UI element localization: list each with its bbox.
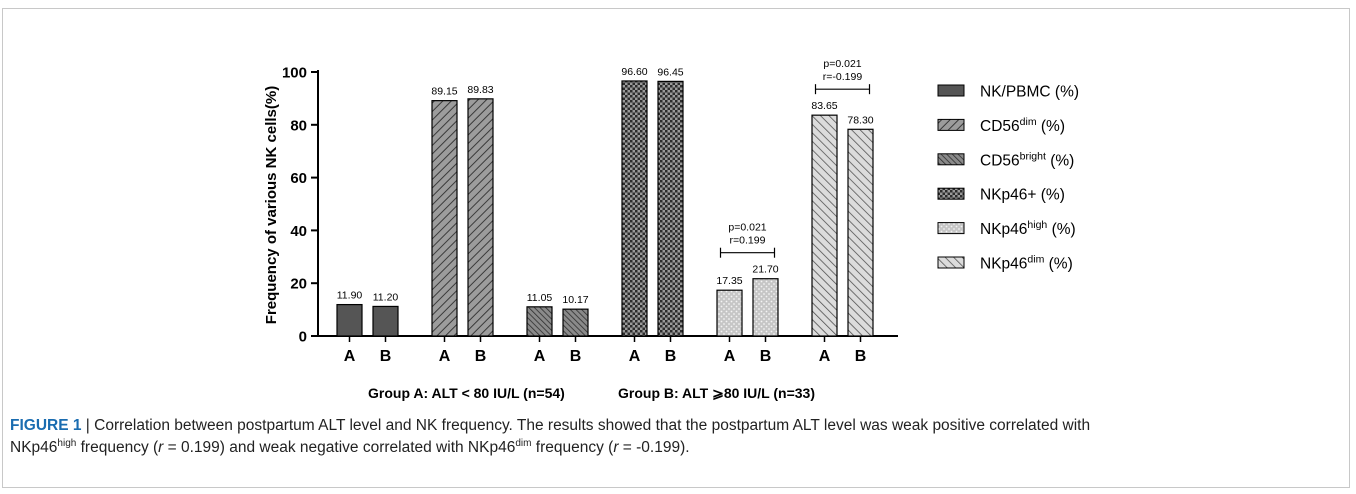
bar [336, 303, 363, 337]
bar [657, 80, 684, 337]
x-tick-label: A [724, 348, 736, 365]
legend-label: NKp46+ (%) [980, 187, 1065, 204]
bar-value-label: 83.65 [811, 100, 837, 112]
legend-label: CD56dim (%) [980, 116, 1065, 135]
y-tick-label: 40 [290, 223, 307, 240]
p-value-label: p=0.021 [823, 58, 861, 70]
x-tick-label: B [855, 348, 867, 365]
caption-label: FIGURE 1 [10, 417, 82, 434]
p-value-label: p=0.021 [728, 222, 766, 234]
caption-sup-high: high [57, 437, 77, 449]
x-tick-label: A [344, 348, 356, 365]
y-tick-label: 0 [299, 329, 307, 346]
bar-chart: Frequency of various NK cells(%) 0 20 40 60… [263, 58, 1079, 401]
bar-value-label: 17.35 [716, 275, 742, 287]
group-b-footnote: Group B: ALT ⩾80 IU/L (n=33) [618, 385, 815, 401]
x-tick-label: B [570, 348, 582, 365]
legend-swatch [937, 84, 965, 97]
legend-label: NKp46high (%) [980, 219, 1076, 238]
legend-swatch [937, 187, 965, 200]
caption-r-symbol: r [158, 439, 164, 456]
bar-value-label: 21.70 [752, 264, 778, 276]
bar [467, 98, 494, 337]
bar [526, 306, 553, 337]
bar [621, 80, 648, 337]
bar [752, 278, 779, 337]
bar-value-label: 10.17 [562, 294, 588, 306]
legend-swatch [937, 153, 965, 166]
bar-value-label: 11.05 [527, 292, 553, 304]
caption-text-2d: frequency ( [531, 439, 614, 456]
caption-text-1: Correlation between postpartum ALT level… [94, 417, 1091, 434]
plot-area: 0 20 40 60 80 100 11.90 A 11.20 B 89.15 A 89.83 B 11.0… [282, 58, 898, 365]
caption-text-2e: = -0.199). [618, 439, 690, 456]
y-tick-label: 80 [290, 117, 307, 134]
legend-label: NK/PBMC (%) [980, 84, 1079, 101]
caption-text-2a: NKp46 [10, 439, 58, 456]
caption-sup-dim: dim [515, 437, 532, 449]
y-tick-label: 60 [290, 170, 307, 187]
y-tick-label: 100 [282, 65, 307, 82]
x-tick-label: A [439, 348, 451, 365]
x-tick-label: B [475, 348, 487, 365]
r-value-label: r=-0.199 [823, 71, 863, 83]
caption-text-2c: = 0.199) and weak negative correlated wi… [163, 439, 516, 456]
legend: NK/PBMC (%) CD56dim (%) CD56bright (%) NKp4… [937, 84, 1079, 273]
legend-label: NKp46dim (%) [980, 254, 1073, 273]
figure-caption: FIGURE 1 | Correlation between postpartu… [10, 415, 1340, 459]
bar-value-label: 96.45 [657, 66, 683, 78]
bar [431, 100, 458, 337]
caption-text-2b: frequency ( [76, 439, 159, 456]
y-axis-label: Frequency of various NK cells(%) [263, 86, 280, 324]
x-tick-label: A [534, 348, 546, 365]
bar-value-label: 89.83 [467, 84, 493, 96]
bar-value-label: 78.30 [847, 114, 873, 126]
bar [716, 289, 743, 337]
bar [811, 114, 838, 337]
caption-separator: | [81, 417, 95, 434]
x-tick-label: B [380, 348, 392, 365]
r-value-label: r=0.199 [730, 235, 766, 247]
legend-swatch [937, 222, 965, 235]
bar [847, 128, 874, 337]
bar-value-label: 11.20 [373, 291, 399, 303]
x-tick-label: B [760, 348, 772, 365]
legend-swatch [937, 256, 965, 269]
bar-value-label: 11.90 [337, 290, 363, 302]
y-tick-label: 20 [290, 276, 307, 293]
caption-r-symbol-2: r [613, 439, 619, 456]
x-tick-label: A [819, 348, 831, 365]
legend-label: CD56bright (%) [980, 150, 1074, 169]
x-tick-label: B [665, 348, 677, 365]
x-tick-label: A [629, 348, 641, 365]
group-a-footnote: Group A: ALT < 80 IU/L (n=54) [368, 385, 565, 401]
bar [562, 308, 589, 337]
bar-value-label: 89.15 [431, 86, 457, 98]
figure-frame [2, 8, 1350, 488]
bar [372, 305, 399, 337]
legend-swatch [937, 118, 965, 131]
bar-value-label: 96.60 [621, 66, 647, 78]
